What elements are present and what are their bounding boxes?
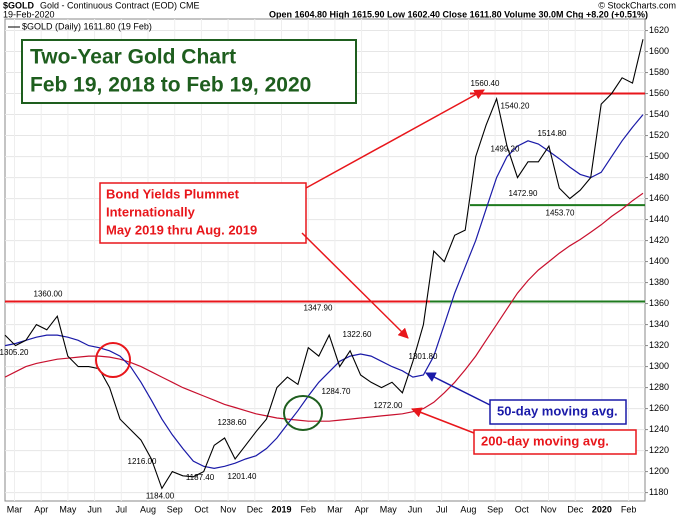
crossover-circle — [95, 342, 131, 378]
x-tick-label: 2019 — [271, 504, 291, 514]
arrow — [425, 372, 491, 406]
x-tick-label: Oct — [515, 504, 530, 514]
callout: Internationally — [106, 204, 196, 219]
x-tick-label: Oct — [194, 504, 209, 514]
price-annotation: 1305.20 — [0, 348, 29, 357]
y-tick-label: 1480 — [649, 172, 669, 182]
price-annotation: 1453.70 — [546, 208, 575, 217]
y-tick-label: 1340 — [649, 319, 669, 329]
legend-label: $GOLD (Daily) 1611.80 (19 Feb) — [22, 21, 152, 31]
y-tick-label: 1400 — [649, 256, 669, 266]
legend-box — [489, 399, 627, 425]
y-tick-label: 1460 — [649, 193, 669, 203]
y-tick-label: 1600 — [649, 46, 669, 56]
y-tick-label: 1520 — [649, 130, 669, 140]
y-tick-label: 1220 — [649, 445, 669, 455]
arrow — [305, 89, 485, 189]
y-tick-label: 1500 — [649, 151, 669, 161]
x-tick-label: Mar — [7, 504, 23, 514]
y-tick-label: 1360 — [649, 298, 669, 308]
y-tick-label: 1540 — [649, 109, 669, 119]
y-tick-label: 1240 — [649, 424, 669, 434]
price-annotation: 1514.80 — [538, 129, 567, 138]
x-tick-label: Dec — [567, 504, 584, 514]
y-tick-label: 1420 — [649, 235, 669, 245]
price-annotation: 1272.00 — [374, 401, 403, 410]
series-line — [4, 39, 644, 490]
y-tick-label: 1560 — [649, 88, 669, 98]
x-tick-label: Feb — [300, 504, 316, 514]
x-tick-label: 2020 — [592, 504, 612, 514]
y-tick-label: 1440 — [649, 214, 669, 224]
credit: © StockCharts.com — [598, 0, 676, 10]
x-tick-label: Aug — [140, 504, 156, 514]
x-tick-label: Sep — [167, 504, 183, 514]
symbol: $GOLD — [3, 0, 35, 10]
price-annotation: 1560.40 — [471, 79, 500, 88]
legend-label: 50-day moving avg. — [497, 403, 618, 418]
price-annotation: 1301.80 — [409, 352, 438, 361]
y-tick-label: 1380 — [649, 277, 669, 287]
x-tick-label: Sep — [487, 504, 503, 514]
callout: May 2019 thru Aug. 2019 — [106, 222, 257, 237]
x-tick-label: Jun — [408, 504, 423, 514]
x-tick-label: Mar — [327, 504, 343, 514]
y-tick-label: 1580 — [649, 67, 669, 77]
price-annotation: 1187.40 — [186, 473, 215, 482]
arrow — [411, 407, 475, 434]
x-tick-label: Jul — [436, 504, 448, 514]
y-tick-label: 1280 — [649, 382, 669, 392]
price-annotation: 1472.90 — [509, 189, 538, 198]
overlay: Two-Year Gold Chart Feb 19, 2018 to Feb … — [8, 21, 637, 455]
quote: Open 1604.80 High 1615.90 Low 1602.40 Cl… — [269, 9, 648, 19]
callout: Bond Yields Plummet — [106, 186, 240, 201]
price-annotation: 1322.60 — [343, 330, 372, 339]
arrow — [301, 232, 409, 339]
price-annotation: 1284.70 — [322, 387, 351, 396]
legend-box — [473, 429, 637, 455]
x-tick-label: Apr — [355, 504, 369, 514]
x-tick-label: May — [59, 504, 77, 514]
x-tick-label: Nov — [540, 504, 557, 514]
price-annotation: 1360.00 — [34, 290, 63, 299]
callout-box — [99, 182, 307, 244]
x-tick-label: Feb — [621, 504, 637, 514]
y-tick-label: 1260 — [649, 403, 669, 413]
price-annotation: 1540.20 — [501, 101, 530, 110]
x-tick-label: Nov — [220, 504, 237, 514]
x-tick-label: Apr — [34, 504, 48, 514]
title: Feb 19, 2018 to Feb 19, 2020 — [30, 74, 311, 97]
y-tick-label: 1180 — [649, 487, 668, 497]
subtitle: Gold - Continuous Contract (EOD) CME — [40, 0, 200, 10]
series-line — [4, 192, 644, 422]
title: Two-Year Gold Chart — [30, 46, 236, 69]
price-annotation: 1238.60 — [218, 418, 247, 427]
price-annotation: 1499.20 — [491, 145, 520, 154]
price-annotation: 1184.00 — [146, 492, 175, 501]
legend-label: 200-day moving avg. — [481, 433, 609, 448]
price-annotation: 1347.90 — [304, 303, 333, 312]
series-line — [4, 114, 644, 470]
y-tick-label: 1320 — [649, 340, 669, 350]
x-tick-label: Jul — [116, 504, 128, 514]
price-annotation: 1216.00 — [128, 457, 157, 466]
y-tick-label: 1200 — [649, 466, 669, 476]
x-tick-label: Jun — [87, 504, 102, 514]
price-annotation: 1201.40 — [228, 472, 257, 481]
y-tick-label: 1300 — [649, 361, 669, 371]
x-tick-label: Aug — [460, 504, 476, 514]
plot-frame — [4, 18, 646, 502]
crossover-circle — [283, 395, 323, 431]
y-tick-label: 1620 — [649, 25, 669, 35]
x-tick-label: May — [380, 504, 398, 514]
x-tick-label: Dec — [247, 504, 264, 514]
title-box — [21, 39, 357, 104]
date: 19-Feb-2020 — [3, 9, 55, 19]
